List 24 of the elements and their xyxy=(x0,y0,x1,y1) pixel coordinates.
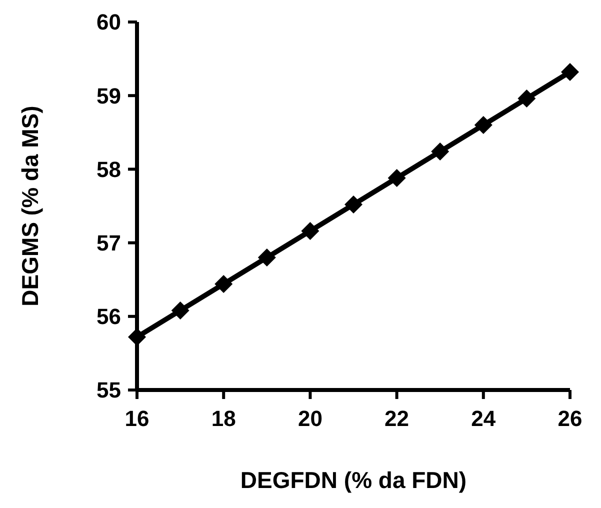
x-tick-label: 22 xyxy=(384,406,410,431)
x-tick-label: 20 xyxy=(298,406,322,431)
point xyxy=(518,90,536,108)
x-tick-label: 16 xyxy=(124,406,150,431)
point xyxy=(301,222,320,240)
point xyxy=(344,196,362,214)
y-axis-title: DEGMS (% da MS) xyxy=(17,106,43,306)
point xyxy=(474,116,492,134)
x-tick-label: 24 xyxy=(471,406,496,431)
point xyxy=(431,142,450,161)
y-tick-label: 58 xyxy=(96,156,121,182)
point xyxy=(214,275,233,294)
point xyxy=(171,302,190,320)
x-tick-label: 26 xyxy=(558,406,582,431)
point xyxy=(258,248,276,267)
y-tick-label: 60 xyxy=(96,10,121,35)
point xyxy=(561,63,579,82)
x-axis-title: DEGFDN (% da FDN) xyxy=(240,467,467,493)
y-tick-label: 56 xyxy=(96,304,121,330)
x-tick-label: 18 xyxy=(211,406,236,431)
y-tick-label: 59 xyxy=(96,83,121,108)
point xyxy=(388,169,406,188)
y-tick-label: 55 xyxy=(96,378,121,403)
y-tick-label: 57 xyxy=(96,230,121,256)
